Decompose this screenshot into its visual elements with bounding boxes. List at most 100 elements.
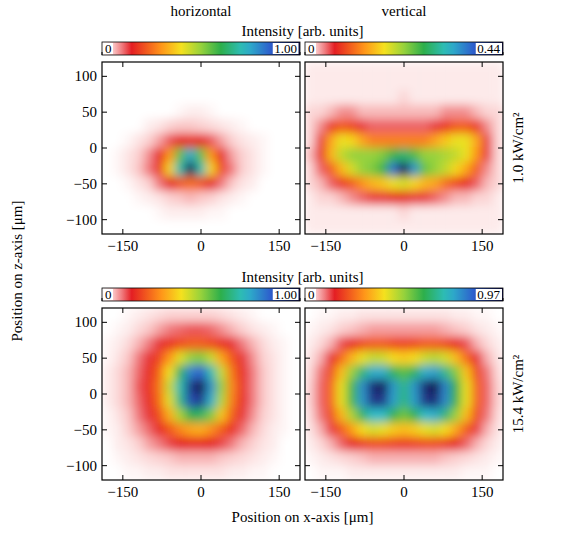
heatmap-cell — [326, 394, 337, 409]
heatmap-cell — [367, 162, 378, 177]
x-tick — [482, 229, 483, 234]
heatmap-cell — [164, 437, 175, 452]
heatmap-cell — [154, 62, 165, 77]
plot-background — [305, 62, 503, 234]
heatmap-cell — [195, 308, 206, 323]
heatmap-cell — [216, 133, 227, 148]
x-tick — [122, 475, 123, 480]
heatmap-cell — [357, 437, 368, 452]
heatmap-cell — [482, 379, 493, 394]
heatmap-cell — [346, 308, 357, 323]
heatmap-cell — [378, 351, 389, 366]
heatmap-cell — [440, 219, 451, 234]
y-tick-label: 50 — [82, 104, 97, 120]
heatmap-cell — [367, 148, 378, 163]
heatmap-cell — [123, 322, 134, 337]
heatmap-cell — [346, 205, 357, 220]
heatmap-cell — [195, 422, 206, 437]
heatmap-cell — [248, 308, 259, 323]
heatmap-cell — [185, 322, 196, 337]
heatmap-cell — [315, 308, 326, 323]
heatmap-cell — [367, 322, 378, 337]
heatmap-cell — [102, 162, 113, 177]
heatmap-cell — [268, 119, 279, 134]
heatmap-cell — [143, 105, 154, 120]
heatmap-cell — [440, 322, 451, 337]
heatmap-cell — [123, 379, 134, 394]
x-tick — [201, 475, 202, 480]
heatmap-cell — [133, 351, 144, 366]
heatmap-cell — [492, 176, 503, 191]
heatmap-cell — [409, 351, 420, 366]
colorbar-tick-label: 0 — [105, 287, 112, 302]
heatmap-cell — [248, 451, 259, 466]
x-tick-label: 150 — [471, 484, 494, 500]
heatmap-cell — [289, 437, 300, 452]
heatmap-cell — [398, 105, 409, 120]
heatmap-cell — [175, 205, 186, 220]
heatmap-cell — [326, 62, 337, 77]
heatmap-cell — [154, 76, 165, 91]
heatmap-cell — [268, 308, 279, 323]
heatmap-cell — [248, 465, 259, 480]
heatmap-cell — [492, 394, 503, 409]
y-tick-label: 100 — [75, 314, 98, 330]
heatmap-cell — [409, 322, 420, 337]
colorbar-tick-label: 1.00 — [274, 287, 297, 302]
heatmap-cell — [112, 437, 123, 452]
heatmap-cell — [461, 191, 472, 206]
heatmap-cell — [388, 191, 399, 206]
heatmap-cell — [123, 451, 134, 466]
heatmap-cell — [305, 465, 316, 480]
heatmap-cell — [258, 308, 269, 323]
heatmap-cell — [248, 148, 259, 163]
heatmap-cell — [154, 219, 165, 234]
colorbar-tick — [503, 298, 504, 301]
heatmap-cell — [471, 365, 482, 380]
heatmap-cell — [185, 76, 196, 91]
heatmap-cell — [398, 351, 409, 366]
y-tick — [102, 394, 107, 395]
heatmap-cell — [346, 394, 357, 409]
x-tick-label: −150 — [310, 238, 341, 254]
heatmap-cell — [143, 351, 154, 366]
heatmap-cell — [482, 408, 493, 423]
heatmap-cell — [279, 205, 290, 220]
heatmap-cell — [440, 191, 451, 206]
heatmap-cell — [185, 119, 196, 134]
heatmap-cell — [123, 219, 134, 234]
colorbar-label: Intensity [arb. units] — [241, 269, 363, 285]
heatmap-cell — [206, 219, 217, 234]
heatmap-cell — [440, 365, 451, 380]
heatmap-cell — [305, 76, 316, 91]
heatmap-cell — [471, 394, 482, 409]
heatmap-cell — [430, 351, 441, 366]
heatmap-cell — [206, 133, 217, 148]
heatmap-cell — [289, 76, 300, 91]
heatmap-cell — [357, 105, 368, 120]
heatmap-cell — [102, 437, 113, 452]
heatmap-cell — [164, 133, 175, 148]
heatmap-cell — [378, 162, 389, 177]
heatmap-cell — [357, 62, 368, 77]
heatmap-cell — [268, 422, 279, 437]
heatmap-cell — [123, 90, 134, 105]
heatmap-cell — [409, 465, 420, 480]
heatmap-cell — [492, 308, 503, 323]
y-tick — [305, 183, 310, 184]
heatmap-cell — [112, 176, 123, 191]
heatmap-cell — [279, 90, 290, 105]
heatmap-cell — [336, 119, 347, 134]
heatmap-cell — [185, 219, 196, 234]
heatmap-cell — [336, 379, 347, 394]
heatmap-cell — [216, 148, 227, 163]
heatmap-cell — [123, 394, 134, 409]
heatmap-cell — [258, 90, 269, 105]
y-tick — [102, 76, 107, 77]
heatmap-cell — [279, 336, 290, 351]
heatmap-cell — [123, 119, 134, 134]
heatmap-cell — [471, 90, 482, 105]
heatmap-cell — [305, 308, 316, 323]
heatmap-cell — [175, 422, 186, 437]
heatmap-cell — [279, 394, 290, 409]
